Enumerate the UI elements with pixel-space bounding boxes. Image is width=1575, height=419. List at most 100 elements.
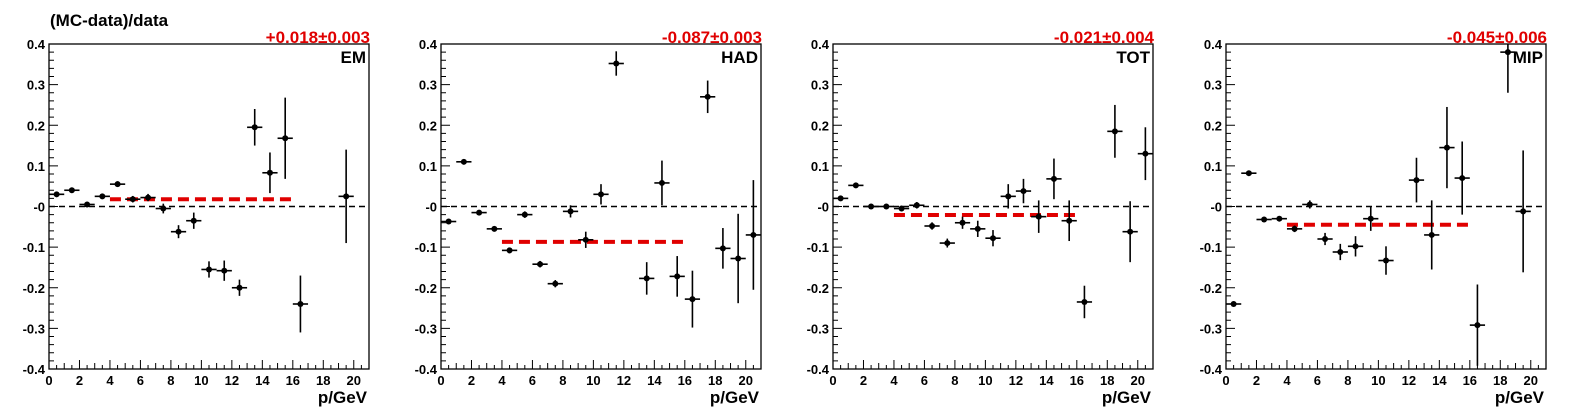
x-tick-label: 16 (1070, 373, 1084, 388)
x-tick-label: 16 (678, 373, 692, 388)
panel-label: EM (341, 48, 367, 67)
data-point (190, 217, 197, 224)
data-point (883, 203, 890, 210)
data-point (221, 267, 228, 274)
y-axis-label: (MC-data)/data (50, 11, 169, 30)
data-point (84, 201, 91, 208)
panel-em: -0.4 -0.3 -0.2 -0.1 -0 0.1 0.2 0.3 0.4 0 2 4 6 8 10 12 1… (23, 28, 370, 407)
data-point (1322, 236, 1329, 242)
x-tick-label: 10 (586, 373, 600, 388)
y-tick-label: 0.2 (419, 118, 437, 133)
data-point (959, 219, 966, 226)
y-tick-label: 0.1 (419, 159, 437, 174)
data-point (837, 195, 844, 202)
data-point (297, 301, 304, 307)
x-tick-label: 6 (529, 373, 536, 388)
data-point (658, 179, 665, 186)
data-point (506, 247, 513, 254)
x-tick-label: 0 (45, 373, 52, 388)
y-tick-label: -0.3 (807, 321, 829, 336)
data-point (1337, 249, 1344, 255)
data-point (1474, 322, 1481, 329)
y-tick-label: -0.4 (23, 362, 46, 377)
data-point (689, 296, 696, 303)
y-tick-label: -0.3 (1200, 321, 1222, 336)
fit-value-label: -0.021±0.004 (1054, 28, 1155, 47)
x-tick-label: 20 (347, 373, 361, 388)
data-point (251, 124, 258, 131)
panel-label: TOT (1116, 48, 1150, 67)
data-point (898, 205, 905, 212)
y-tick-label: -0.3 (23, 321, 45, 336)
y-tick-label: -0.2 (415, 281, 437, 296)
data-point (974, 225, 981, 232)
y-tick-label: -0.4 (415, 362, 438, 377)
data-point (552, 280, 559, 287)
y-tick-label: -0.3 (415, 321, 437, 336)
y-tick-label: -0.1 (1200, 240, 1222, 255)
data-point (1443, 144, 1450, 151)
data-point (567, 208, 574, 215)
x-tick-label: 2 (468, 373, 475, 388)
data-point (1306, 201, 1313, 208)
x-tick-label: 2 (860, 373, 867, 388)
fit-value-label: -0.087±0.003 (662, 28, 762, 47)
data-point (1127, 228, 1134, 235)
x-tick-label: 12 (1009, 373, 1023, 388)
data-point (1383, 257, 1389, 264)
x-tick-label: 0 (437, 373, 444, 388)
fit-value-label: -0.045±0.006 (1447, 28, 1547, 47)
data-point (674, 273, 681, 280)
y-tick-label: -0 (817, 200, 829, 215)
x-tick-label: 6 (137, 373, 144, 388)
x-tick-label: 16 (1463, 373, 1477, 388)
data-point (1050, 175, 1057, 182)
x-tick-label: 4 (498, 373, 506, 388)
x-tick-label: 20 (1131, 373, 1145, 388)
data-point (1005, 193, 1012, 200)
data-point (1020, 188, 1027, 195)
y-tick-label: 0.3 (419, 78, 437, 93)
x-axis-label: p/GeV (710, 388, 760, 407)
x-tick-label: 2 (76, 373, 83, 388)
y-tick-label: -0.1 (807, 240, 829, 255)
data-point (206, 266, 212, 273)
x-axis-label: p/GeV (318, 388, 368, 407)
y-tick-label: 0.2 (27, 118, 45, 133)
x-tick-label: 12 (617, 373, 631, 388)
y-tick-label: -0 (33, 200, 45, 215)
data-point (1459, 175, 1466, 182)
x-tick-label: 12 (225, 373, 239, 388)
x-tick-label: 14 (255, 373, 270, 388)
data-point (236, 284, 243, 291)
data-point (990, 235, 996, 242)
y-tick-label: 0.4 (419, 37, 438, 52)
y-tick-label: 0.2 (811, 118, 829, 133)
data-point (175, 228, 182, 235)
y-tick-label: -0 (425, 200, 437, 215)
y-tick-label: -0.1 (415, 240, 437, 255)
x-tick-label: 8 (951, 373, 958, 388)
y-tick-label: 0.1 (811, 159, 829, 174)
y-tick-label: -0.4 (807, 362, 830, 377)
data-point (476, 209, 483, 216)
y-tick-label: -0.4 (1200, 362, 1223, 377)
y-tick-label: 0.3 (1204, 78, 1222, 93)
data-point (735, 255, 742, 262)
y-tick-label: 0.4 (811, 37, 830, 52)
x-tick-label: 4 (1283, 373, 1291, 388)
x-tick-label: 18 (1100, 373, 1114, 388)
data-point (1413, 177, 1420, 184)
data-point (160, 205, 167, 212)
data-point (719, 245, 726, 252)
y-tick-label: -0.2 (807, 281, 829, 296)
x-tick-label: 14 (1039, 373, 1054, 388)
fit-value-label: +0.018±0.003 (266, 28, 370, 47)
data-point (598, 191, 604, 198)
data-point (929, 223, 936, 229)
panel-mip: -0.4 -0.3 -0.2 -0.1 -0 0.1 0.2 0.3 0.4 0 2 4 6 8 10 12 1… (1200, 28, 1547, 407)
y-tick-label: 0.4 (1204, 37, 1223, 52)
data-point (68, 187, 75, 194)
data-point (750, 231, 757, 238)
y-tick-label: 0.1 (1204, 159, 1222, 174)
